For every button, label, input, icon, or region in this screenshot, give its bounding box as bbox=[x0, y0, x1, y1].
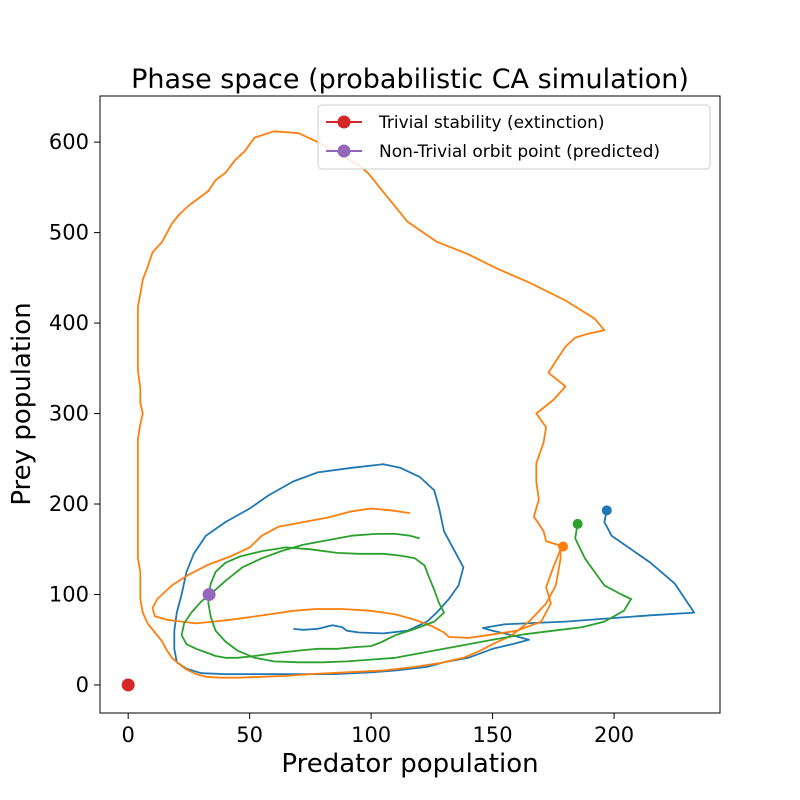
y-tick-label: 500 bbox=[49, 221, 89, 245]
legend-marker bbox=[337, 144, 351, 158]
y-tick-label: 300 bbox=[49, 402, 89, 426]
legend-marker bbox=[337, 115, 351, 129]
y-tick-label: 100 bbox=[49, 582, 89, 606]
x-tick-label: 0 bbox=[121, 723, 134, 747]
y-tick-label: 600 bbox=[49, 130, 89, 154]
legend-label: Non-Trivial orbit point (predicted) bbox=[379, 142, 660, 162]
x-tick-label: 200 bbox=[594, 723, 634, 747]
y-axis-label: Prey population bbox=[7, 302, 37, 505]
point-marker-1 bbox=[601, 505, 612, 516]
series-line-2 bbox=[136, 130, 606, 679]
point-marker-4 bbox=[121, 678, 135, 692]
x-tick-label: 100 bbox=[351, 723, 391, 747]
legend-box bbox=[317, 104, 711, 170]
point-marker-5 bbox=[202, 587, 216, 601]
y-tick-label: 200 bbox=[49, 492, 89, 516]
chart-title: Phase space (probabilistic CA simulation… bbox=[131, 64, 689, 95]
point-marker-2 bbox=[558, 541, 569, 552]
point-marker-3 bbox=[572, 518, 583, 529]
y-tick-label: 0 bbox=[76, 673, 89, 697]
x-axis-label: Predator population bbox=[281, 749, 538, 779]
y-axis: 0 100 200 300 400 500 600 bbox=[49, 130, 100, 697]
x-axis: 0 50 100 150 200 bbox=[121, 713, 634, 747]
plot-lines bbox=[136, 130, 696, 679]
y-tick-label: 400 bbox=[49, 311, 89, 335]
plot-frame bbox=[99, 95, 721, 714]
x-tick-label: 50 bbox=[236, 723, 263, 747]
plot-markers bbox=[121, 505, 612, 692]
series-line-1 bbox=[173, 463, 696, 675]
series-line-3 bbox=[180, 523, 632, 664]
legend-label: Trivial stability (extinction) bbox=[378, 113, 605, 133]
x-tick-label: 150 bbox=[473, 723, 513, 747]
legend: Trivial stability (extinction) Non-Trivia… bbox=[317, 104, 711, 170]
